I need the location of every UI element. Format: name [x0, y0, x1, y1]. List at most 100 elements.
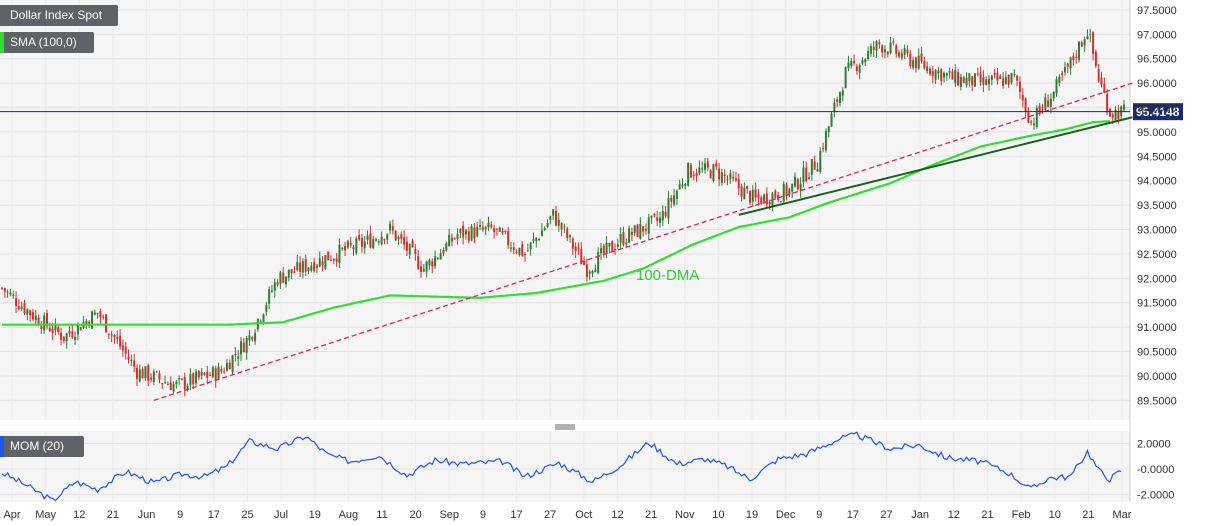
- y-tick-label: 89.5000: [1137, 395, 1177, 407]
- candle-body: [428, 259, 431, 266]
- candle-body: [397, 236, 400, 240]
- y-tick-label: 96.0000: [1137, 78, 1177, 90]
- candle-body: [225, 362, 228, 371]
- candle-body: [678, 183, 681, 190]
- candle-body: [855, 66, 858, 71]
- candle-body: [470, 226, 473, 241]
- candle-body: [175, 381, 178, 385]
- legend-sma[interactable]: SMA (100,0): [0, 32, 94, 53]
- candle-body: [813, 161, 816, 170]
- candle-body: [110, 334, 113, 336]
- candle-body: [841, 90, 844, 96]
- candle-body: [948, 71, 951, 73]
- candle-body: [29, 310, 32, 316]
- candle-body: [1004, 76, 1007, 84]
- candle-body: [785, 184, 788, 196]
- candle-body: [330, 259, 333, 261]
- candle-body: [644, 229, 647, 231]
- candle-body: [290, 269, 293, 274]
- candle-body: [1080, 42, 1083, 47]
- candle-body: [900, 53, 903, 58]
- candle-body: [976, 73, 979, 75]
- candle-body: [434, 256, 437, 267]
- candle-body: [718, 168, 721, 180]
- candle-body: [259, 320, 262, 322]
- candle-body: [875, 41, 878, 51]
- candle-body: [251, 337, 254, 340]
- candle-body: [389, 223, 392, 231]
- candle-body: [543, 228, 546, 230]
- candle-body: [74, 336, 77, 340]
- candle-body: [1027, 111, 1030, 123]
- candle-body: [85, 320, 88, 326]
- candle-body: [1007, 74, 1010, 85]
- legend-mom[interactable]: MOM (20): [0, 436, 84, 457]
- candle-body: [293, 271, 296, 273]
- candle-body: [464, 230, 467, 235]
- candle-body: [476, 226, 479, 237]
- x-tick-label: 11: [376, 509, 387, 521]
- pane-splitter-icon[interactable]: [555, 424, 575, 430]
- candle-body: [54, 323, 57, 331]
- candle-body: [1055, 79, 1058, 94]
- candle-body: [57, 327, 60, 333]
- candle-body: [391, 226, 394, 231]
- candle-body: [405, 241, 408, 251]
- candle-body: [285, 276, 288, 285]
- candle-body: [619, 234, 622, 243]
- sma-annotation: 100-DMA: [636, 267, 699, 284]
- last-price-value: 95.4148: [1136, 105, 1180, 119]
- candle-body: [307, 267, 310, 271]
- candle-body: [71, 331, 74, 338]
- candle-body: [881, 45, 884, 53]
- candlesticks: [1, 28, 1125, 397]
- candle-body: [1047, 100, 1050, 108]
- candle-body: [1111, 114, 1114, 118]
- candle-body: [847, 62, 850, 69]
- x-tick-label: 17: [510, 509, 522, 521]
- candle-body: [990, 75, 993, 80]
- candle-body: [1123, 104, 1125, 110]
- candle-body: [1078, 41, 1081, 60]
- candle-body: [332, 258, 335, 261]
- candle-body: [453, 238, 456, 240]
- candle-body: [802, 167, 805, 183]
- candle-body: [973, 73, 976, 87]
- candle-body: [436, 257, 439, 260]
- mom-line: [1, 431, 1122, 502]
- candle-body: [209, 375, 212, 377]
- candle-body: [155, 371, 158, 373]
- candle-body: [479, 225, 482, 227]
- x-tick-label: Feb: [1012, 509, 1031, 521]
- legend-dollar-index[interactable]: Dollar Index Spot: [0, 5, 118, 26]
- y-tick-label: -0.0000: [1137, 464, 1174, 476]
- candle-body: [358, 235, 361, 240]
- candle-body: [906, 49, 909, 54]
- candle-body: [805, 167, 808, 181]
- candle-body: [186, 385, 189, 391]
- candle-body: [178, 378, 181, 380]
- candle-body: [419, 266, 422, 272]
- candle-body: [689, 165, 692, 178]
- candle-body: [1083, 39, 1086, 46]
- candle-body: [135, 367, 138, 379]
- candle-body: [650, 215, 653, 218]
- legend-mom-label: MOM (20): [10, 439, 64, 453]
- candle-body: [898, 52, 901, 57]
- candle-body: [571, 238, 574, 249]
- candle-body: [979, 73, 982, 83]
- main-plot-bg: [0, 0, 1130, 420]
- candle-body: [214, 368, 217, 381]
- candle-body: [743, 187, 746, 200]
- x-tick-label: 19: [309, 509, 321, 521]
- candle-body: [1092, 32, 1095, 54]
- candle-body: [768, 201, 771, 205]
- candle-body: [3, 288, 6, 292]
- candle-body: [394, 230, 397, 241]
- x-tick-label: May: [35, 509, 56, 521]
- candle-body: [779, 201, 782, 203]
- candle-body: [892, 41, 895, 43]
- candle-body: [844, 67, 847, 89]
- candle-body: [909, 53, 912, 66]
- last-price-tag: 95.4148: [1133, 103, 1183, 121]
